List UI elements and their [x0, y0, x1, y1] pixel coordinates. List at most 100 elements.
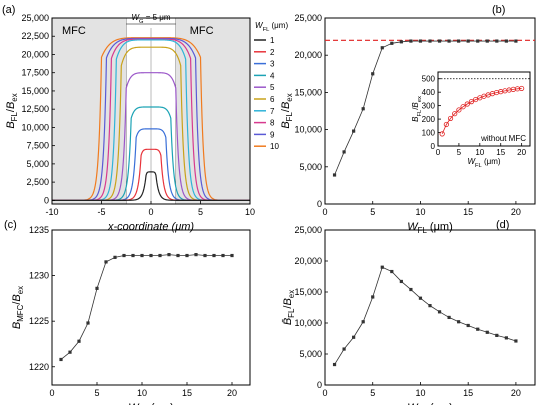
- y-tick-label: 10,000: [294, 125, 322, 135]
- data-point: [86, 321, 90, 325]
- data-point: [390, 41, 394, 45]
- y-tick-label: 22,500: [21, 31, 49, 41]
- x-tick-label: 0: [322, 388, 327, 398]
- x-tick-label: 5: [94, 388, 99, 398]
- y-tick-label: 300: [422, 102, 436, 111]
- data-point: [439, 131, 445, 137]
- y-tick-label: 5,000: [299, 162, 322, 172]
- data-point: [504, 39, 508, 43]
- y-tick-label: 15,000: [294, 87, 322, 97]
- legend-entry: 1: [270, 36, 275, 45]
- x-tick-label: 10: [137, 388, 147, 398]
- x-tick-label: 10: [245, 207, 255, 217]
- data-point: [428, 39, 432, 43]
- gap-label: WG = 5 μm: [131, 13, 170, 25]
- data-point: [212, 253, 216, 258]
- data-point: [452, 111, 458, 117]
- data-point: [95, 286, 99, 290]
- data-point: [185, 253, 189, 258]
- panel-d: (d) 0 5 10 15 20 0 5,000 10,000 15,000 20,000 25,00…: [281, 219, 536, 405]
- y-tick-label: 500: [422, 75, 436, 84]
- panel-label: (a): [2, 4, 15, 16]
- x-tick-label: 0: [436, 148, 441, 157]
- data-point: [437, 310, 442, 314]
- data-point: [457, 39, 461, 43]
- data-point: [149, 253, 153, 258]
- data-point: [380, 265, 384, 269]
- data-point: [399, 40, 403, 44]
- y-axis-label: BFL​/Bex​: [5, 93, 19, 128]
- y-tick-label: 5,000: [26, 159, 49, 169]
- mfc-label: MFC: [190, 25, 214, 37]
- curves: [52, 37, 250, 201]
- y-tick-label: 0: [44, 195, 49, 205]
- data-point: [485, 39, 489, 43]
- data-point: [59, 357, 63, 362]
- y-axis-label: BFL​/Bex​: [280, 93, 294, 128]
- data-point: [352, 129, 356, 133]
- x-tick-label: 15: [496, 148, 505, 157]
- data-point: [460, 104, 466, 110]
- data-point: [361, 320, 365, 324]
- x-axis-label: WFL (μm): [407, 402, 453, 405]
- data-point: [485, 330, 489, 334]
- data-point: [158, 253, 162, 258]
- legend-entry: 4: [270, 71, 275, 80]
- data-point: [342, 150, 346, 154]
- data-point: [352, 335, 356, 339]
- data-point: [495, 333, 499, 337]
- legend-entry: 9: [270, 130, 275, 139]
- y-axis-label: BMFC​/Bex​: [11, 286, 25, 329]
- data-point: [468, 99, 475, 105]
- y-tick-label: 5,000: [299, 349, 322, 359]
- x-tick-label: 5: [370, 388, 375, 398]
- data-point: [68, 350, 72, 354]
- legend-title: WFL (μm): [255, 21, 288, 33]
- data-point: [473, 96, 479, 103]
- x-axis-label: x-coordinate (μm): [107, 221, 194, 233]
- data-point: [104, 260, 108, 264]
- data-point: [122, 253, 126, 258]
- y-tick-label: 15,000: [294, 287, 322, 297]
- data-point: [457, 320, 461, 324]
- y-tick-label: 1225: [29, 316, 49, 326]
- data-point: [418, 39, 423, 43]
- plot-frame: [51, 229, 251, 386]
- y-tick-label: 200: [422, 115, 436, 124]
- inset-note: without MFC: [480, 134, 526, 143]
- data-point: [342, 347, 346, 351]
- data-point: [443, 121, 449, 128]
- data-point: [221, 253, 225, 258]
- x-tick-label: 20: [517, 148, 526, 157]
- x-tick-label: 0: [148, 207, 153, 217]
- curve-wfl-1: [52, 171, 250, 201]
- x-tick-label: 5: [198, 207, 203, 217]
- y-tick-label: 1235: [29, 225, 49, 235]
- y-axis-label: B̄FL​/Bex​: [281, 290, 296, 325]
- data-point: [332, 173, 337, 177]
- panel-label: (d): [496, 219, 509, 231]
- y-tick-label: 2,500: [26, 177, 49, 187]
- data-point: [409, 39, 413, 43]
- data-point: [456, 107, 462, 113]
- data-point: [361, 107, 365, 111]
- panel-c: (c) 0 5 10 15 20 1220 1225 1230 1235 WFL (μm) BMFC​…: [4, 219, 251, 405]
- y-tick-label: 10,000: [294, 318, 322, 328]
- data-point: [464, 101, 470, 107]
- y-tick-label: 25,000: [294, 225, 322, 235]
- x-axis-label: WFL (μm): [407, 221, 453, 235]
- y-tick-label: 20,000: [21, 49, 49, 59]
- plot-frame: [324, 17, 536, 205]
- y-tick-label: 20,000: [294, 256, 322, 266]
- x-axis-label: WFL (μm): [128, 402, 174, 405]
- data-point: [504, 336, 508, 340]
- data-point: [466, 323, 470, 328]
- data-point: [371, 295, 375, 299]
- y-tick-label: 100: [422, 129, 436, 138]
- x-tick-label: 20: [511, 388, 521, 398]
- data-point: [140, 253, 144, 258]
- data-point: [447, 39, 451, 43]
- data-point: [495, 39, 499, 43]
